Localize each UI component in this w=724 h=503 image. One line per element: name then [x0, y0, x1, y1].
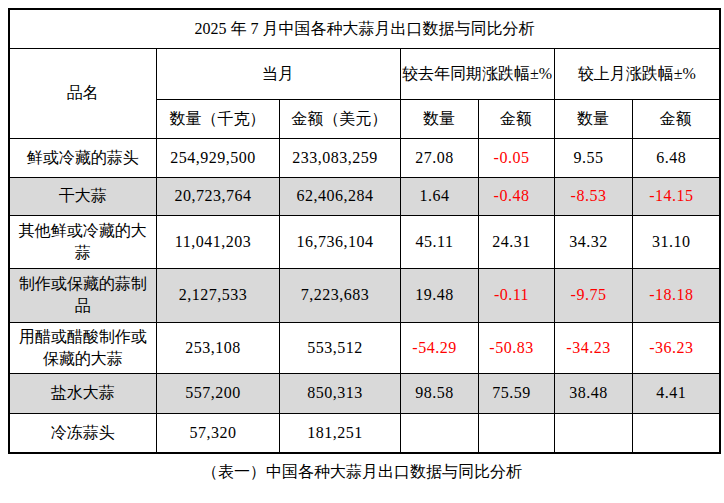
yoy-amount-cell: -0.11 [478, 268, 554, 322]
mom-qty-cell: 9.55 [554, 138, 632, 177]
col-header-qty-kg: 数量（千克） [156, 99, 279, 138]
page: 2025 年 7 月中国各种大蒜月出口数据与同比分析 品名 当月 较去年同期涨跌… [0, 0, 724, 503]
col-header-yoy-amount: 金额 [478, 99, 554, 138]
mom-amount-cell: 6.48 [632, 138, 720, 177]
table-row: 冷冻蒜头 57,320 181,251 [9, 413, 720, 453]
qty-cell: 57,320 [156, 413, 279, 453]
yoy-amount-cell [478, 413, 554, 453]
yoy-amount-cell: -0.48 [478, 177, 554, 215]
amount-cell: 850,313 [279, 373, 400, 413]
qty-cell: 2,127,533 [156, 268, 279, 322]
table-row: 干大蒜 20,723,764 62,406,284 1.64 -0.48 -8.… [9, 177, 720, 215]
table-row: 其他鲜或冷藏的大蒜 11,041,203 16,736,104 45.11 24… [9, 215, 720, 268]
product-name-cell: 盐水大蒜 [9, 373, 156, 413]
yoy-qty-cell: 45.11 [400, 215, 478, 268]
amount-cell: 7,223,683 [279, 268, 400, 322]
col-header-yoy-qty: 数量 [400, 99, 478, 138]
mom-qty-cell: -34.23 [554, 322, 632, 373]
col-header-mom-group: 较上月涨跌幅±% [554, 48, 720, 99]
qty-cell: 11,041,203 [156, 215, 279, 268]
yoy-qty-cell: -54.29 [400, 322, 478, 373]
product-name-cell: 冷冻蒜头 [9, 413, 156, 453]
col-header-mom-qty: 数量 [554, 99, 632, 138]
product-name-cell: 用醋或醋酸制作或保藏的大蒜 [9, 322, 156, 373]
mom-amount-cell: 4.41 [632, 373, 720, 413]
qty-cell: 253,108 [156, 322, 279, 373]
table-row: 盐水大蒜 557,200 850,313 98.58 75.59 38.48 4… [9, 373, 720, 413]
qty-cell: 557,200 [156, 373, 279, 413]
product-name-cell: 干大蒜 [9, 177, 156, 215]
yoy-amount-cell: -0.05 [478, 138, 554, 177]
table-title: 2025 年 7 月中国各种大蒜月出口数据与同比分析 [9, 9, 720, 48]
col-header-amount-usd: 金额（美元） [279, 99, 400, 138]
yoy-amount-cell: -50.83 [478, 322, 554, 373]
yoy-amount-cell: 75.59 [478, 373, 554, 413]
qty-cell: 254,929,500 [156, 138, 279, 177]
mom-qty-cell: -8.53 [554, 177, 632, 215]
mom-amount-cell: -36.23 [632, 322, 720, 373]
amount-cell: 62,406,284 [279, 177, 400, 215]
col-header-yoy-group: 较去年同期涨跌幅±% [400, 48, 554, 99]
export-data-table: 2025 年 7 月中国各种大蒜月出口数据与同比分析 品名 当月 较去年同期涨跌… [8, 8, 721, 454]
qty-cell: 20,723,764 [156, 177, 279, 215]
yoy-qty-cell: 19.48 [400, 268, 478, 322]
col-header-current-month: 当月 [156, 48, 400, 99]
amount-cell: 16,736,104 [279, 215, 400, 268]
table-caption: （表一）中国各种大蒜月出口数据与同比分析 [0, 462, 724, 483]
product-name-cell: 鲜或冷藏的蒜头 [9, 138, 156, 177]
mom-amount-cell [632, 413, 720, 453]
yoy-qty-cell: 1.64 [400, 177, 478, 215]
table-row: 制作或保藏的蒜制品 2,127,533 7,223,683 19.48 -0.1… [9, 268, 720, 322]
mom-qty-cell: -9.75 [554, 268, 632, 322]
table-row: 用醋或醋酸制作或保藏的大蒜 253,108 553,512 -54.29 -50… [9, 322, 720, 373]
yoy-qty-cell [400, 413, 478, 453]
amount-cell: 181,251 [279, 413, 400, 453]
header-group-row: 品名 当月 较去年同期涨跌幅±% 较上月涨跌幅±% [9, 48, 720, 99]
amount-cell: 553,512 [279, 322, 400, 373]
amount-cell: 233,083,259 [279, 138, 400, 177]
mom-amount-cell: 31.10 [632, 215, 720, 268]
mom-qty-cell: 38.48 [554, 373, 632, 413]
mom-amount-cell: -18.18 [632, 268, 720, 322]
yoy-amount-cell: 24.31 [478, 215, 554, 268]
mom-amount-cell: -14.15 [632, 177, 720, 215]
table-row: 鲜或冷藏的蒜头 254,929,500 233,083,259 27.08 -0… [9, 138, 720, 177]
col-header-product: 品名 [9, 48, 156, 138]
mom-qty-cell [554, 413, 632, 453]
product-name-cell: 其他鲜或冷藏的大蒜 [9, 215, 156, 268]
title-row: 2025 年 7 月中国各种大蒜月出口数据与同比分析 [9, 9, 720, 48]
yoy-qty-cell: 98.58 [400, 373, 478, 413]
yoy-qty-cell: 27.08 [400, 138, 478, 177]
product-name-cell: 制作或保藏的蒜制品 [9, 268, 156, 322]
col-header-mom-amount: 金额 [632, 99, 720, 138]
mom-qty-cell: 34.32 [554, 215, 632, 268]
